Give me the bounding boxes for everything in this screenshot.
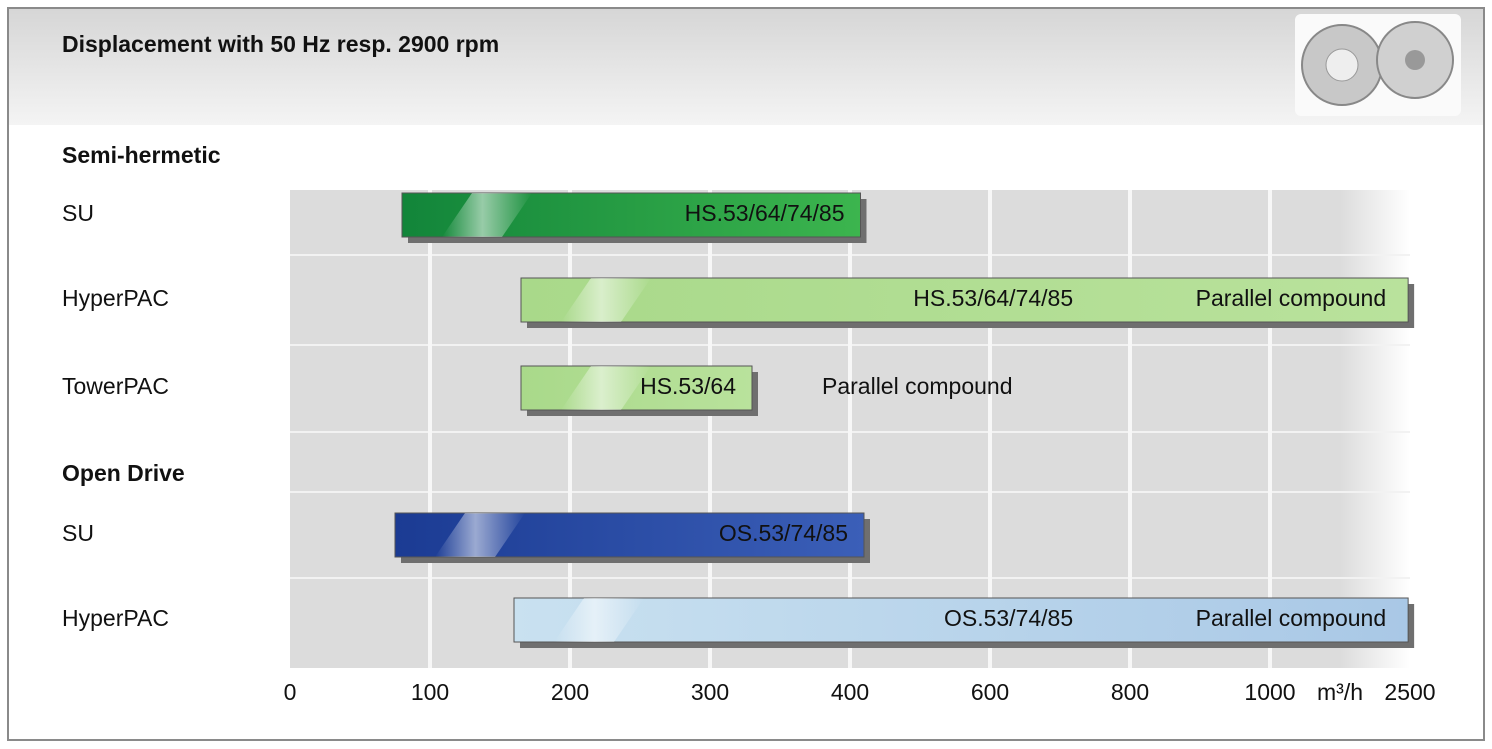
bar-shine — [554, 598, 644, 642]
plot-area — [290, 190, 1340, 668]
icon — [1295, 14, 1461, 116]
bar — [513, 597, 1409, 643]
x-tick-label: 800 — [1111, 679, 1149, 705]
bar-shine — [561, 278, 651, 322]
bar-label: OS.53/74/85 — [944, 605, 1073, 631]
bar — [520, 277, 1409, 323]
bar-label: HS.53/64 — [640, 373, 736, 399]
plot-fade — [1340, 190, 1410, 668]
bar-note: Parallel compound — [1196, 285, 1387, 311]
bar-shine — [561, 366, 651, 410]
row-label: SU — [62, 520, 94, 546]
header — [9, 9, 1483, 125]
x-tick-label: 1000 — [1244, 679, 1295, 705]
bar-note: Parallel compound — [822, 373, 1013, 399]
group-label: Open Drive — [62, 460, 185, 486]
row-label: HyperPAC — [62, 285, 169, 311]
x-tick-label: 2500 — [1384, 679, 1435, 705]
row-label: SU — [62, 200, 94, 226]
x-tick-label: 300 — [691, 679, 729, 705]
bar-label: HS.53/64/74/85 — [913, 285, 1073, 311]
bar-shine — [442, 193, 532, 237]
group-label: Semi-hermetic — [62, 142, 221, 168]
x-tick-label: 400 — [831, 679, 869, 705]
chart-title: Displacement with 50 Hz resp. 2900 rpm — [62, 31, 499, 57]
x-tick-label: 600 — [971, 679, 1009, 705]
row-label: TowerPAC — [62, 373, 169, 399]
bar-note: Parallel compound — [1196, 605, 1387, 631]
x-tick-label: 0 — [284, 679, 297, 705]
bar-label: HS.53/64/74/85 — [685, 200, 845, 226]
x-tick-label: 100 — [411, 679, 449, 705]
x-unit: m³/h — [1317, 679, 1363, 705]
bar-label: OS.53/74/85 — [719, 520, 848, 546]
row-label: HyperPAC — [62, 605, 169, 631]
x-tick-label: 200 — [551, 679, 589, 705]
bar-shine — [435, 513, 525, 557]
